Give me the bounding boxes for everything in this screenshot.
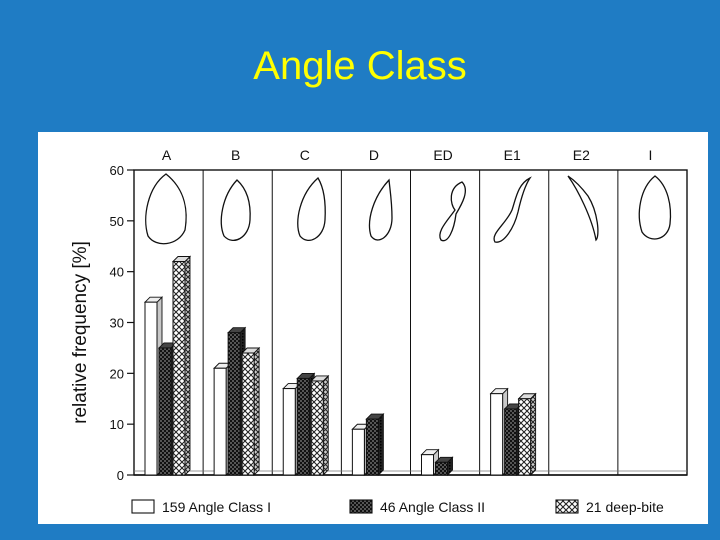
shape-icon-ed [439, 181, 466, 242]
bar [172, 261, 186, 476]
bar [490, 393, 504, 476]
y-tick-label: 30 [110, 316, 124, 331]
shape-icon-i [638, 175, 672, 240]
category-label: C [300, 147, 310, 163]
bar [241, 352, 255, 476]
bar [504, 408, 518, 476]
bar-chart: 0 10 20 30 40 50 60 relative frequency [%] A B C D E… [70, 147, 688, 515]
bar-side [530, 392, 537, 477]
bar [227, 332, 241, 476]
bar-side [253, 346, 260, 477]
category-label: A [162, 147, 172, 163]
shape-icon-c [297, 176, 326, 241]
bar [144, 301, 158, 476]
bar [518, 398, 532, 476]
bars [143, 255, 537, 477]
slide-title: Angle Class [253, 44, 467, 88]
shape-icon-d [368, 178, 393, 241]
bar [351, 428, 365, 476]
legend-swatch [131, 499, 155, 514]
y-tick-label: 50 [110, 214, 124, 229]
legend-label: 159 Angle Class I [162, 499, 271, 515]
bar-side [377, 412, 384, 477]
legend-swatch [555, 499, 579, 514]
shape-icon-a [145, 173, 187, 245]
bar [421, 454, 434, 476]
legend-label: 21 deep-bite [586, 499, 664, 515]
bar [310, 380, 324, 476]
category-label: B [231, 147, 240, 163]
category-label: I [648, 147, 652, 163]
shape-icon-b [220, 179, 251, 241]
bar [365, 418, 379, 476]
y-tick-label: 40 [110, 265, 124, 280]
y-tick-label: 60 [110, 163, 124, 178]
plot-frame [127, 169, 688, 476]
y-tick-label: 10 [110, 417, 124, 432]
y-tick-label: 20 [110, 366, 124, 381]
category-label: E1 [504, 147, 521, 163]
y-tick-label: 0 [117, 468, 124, 483]
bar [296, 377, 310, 476]
bar [158, 347, 172, 476]
shape-icon-e1 [493, 176, 532, 243]
y-axis-label: relative frequency [%] [70, 241, 91, 424]
bar-side [322, 374, 329, 477]
shape-icon-e2 [567, 175, 599, 242]
axis-labels: 0 10 20 30 40 50 60 relative frequency [%] A B C D E… [70, 147, 652, 483]
category-label: E2 [573, 147, 590, 163]
bar-side [184, 255, 191, 477]
bar [435, 461, 448, 476]
category-label: ED [433, 147, 452, 163]
loop-shapes [145, 173, 672, 245]
bar [282, 388, 296, 476]
legend-label: 46 Angle Class II [380, 499, 485, 515]
category-label: D [369, 147, 379, 163]
bar [213, 367, 227, 476]
legend: 159 Angle Class I 46 Angle Class II 21 dee… [131, 499, 664, 515]
chart-figure: 0 10 20 30 40 50 60 relative frequency [%] A B C D E… [38, 132, 708, 524]
legend-swatch [349, 499, 373, 514]
